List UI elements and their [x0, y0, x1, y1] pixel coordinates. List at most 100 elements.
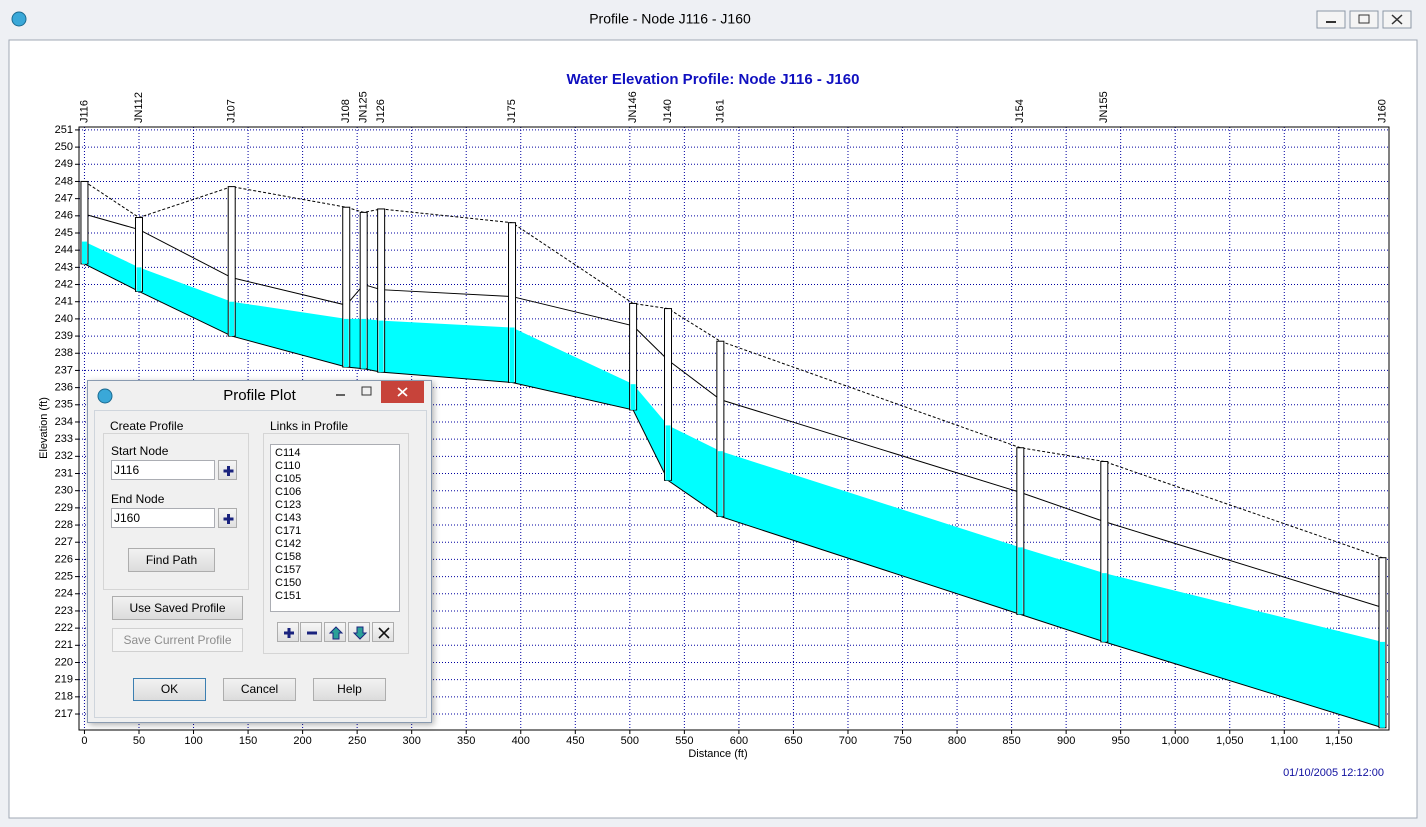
start-node-input[interactable]: J116	[111, 460, 215, 480]
x-tick-label: 450	[566, 735, 584, 747]
y-tick-label: 230	[55, 485, 73, 497]
date-stamp: 01/10/2005 12:12:00	[1283, 767, 1384, 779]
y-tick-label: 248	[55, 175, 73, 187]
node-label: J161	[714, 99, 726, 123]
y-tick-label: 217	[55, 708, 73, 720]
restore-button[interactable]	[1349, 10, 1379, 29]
x-tick-label: 250	[348, 735, 366, 747]
y-tick-label: 228	[55, 519, 73, 531]
close-icon	[1391, 14, 1403, 25]
node-label: J160	[1376, 99, 1388, 123]
x-tick-label: 150	[239, 735, 257, 747]
node-label: JN125	[358, 91, 370, 123]
start-node-add-button[interactable]	[218, 460, 237, 480]
x-tick-label: 850	[1002, 735, 1020, 747]
y-tick-label: 229	[55, 502, 73, 514]
node	[664, 308, 673, 481]
x-tick-label: 500	[621, 735, 639, 747]
x-tick-label: 0	[81, 735, 87, 747]
profile-plot-dialog: Profile Plot Create Profile Start Node J…	[87, 380, 432, 723]
y-tick-label: 245	[55, 227, 73, 239]
y-tick-label: 238	[55, 347, 73, 359]
link-item[interactable]: C123	[275, 499, 302, 511]
link-item[interactable]: C142	[275, 538, 302, 550]
end-node-input[interactable]: J160	[111, 508, 215, 528]
node-water	[378, 320, 384, 373]
x-tick-label: 750	[893, 735, 911, 747]
x-tick-label: 400	[512, 735, 530, 747]
link-item[interactable]: C158	[275, 551, 302, 563]
link-item[interactable]: C150	[275, 577, 302, 589]
x-tick-label: 950	[1111, 735, 1129, 747]
y-tick-label: 247	[55, 193, 73, 205]
cancel-button[interactable]: Cancel	[223, 678, 296, 701]
links-listbox[interactable]: C114 C110 C105 C106 C123 C143 C171 C142 C158 C157…	[270, 444, 400, 612]
link-item[interactable]: C110	[275, 460, 301, 472]
y-tick-label: 227	[55, 536, 73, 548]
y-tick-label: 222	[55, 622, 73, 634]
y-tick-label: 240	[55, 313, 73, 325]
x-tick-label: 600	[730, 735, 748, 747]
y-tick-label: 246	[55, 210, 73, 222]
node-water	[361, 318, 367, 369]
y-tick-label: 241	[55, 296, 73, 308]
x-tick-label: 1,000	[1161, 735, 1189, 747]
node-label: J116	[78, 100, 90, 123]
end-node-add-button[interactable]	[218, 508, 237, 528]
link-item[interactable]: C157	[275, 564, 302, 576]
help-button[interactable]: Help	[313, 678, 386, 701]
link-item[interactable]: C106	[275, 486, 302, 498]
maximize-icon[interactable]	[361, 386, 372, 396]
link-item[interactable]: C105	[275, 473, 302, 485]
save-current-profile-button: Save Current Profile	[112, 628, 243, 652]
y-tick-label: 218	[55, 691, 73, 703]
use-saved-profile-button[interactable]: Use Saved Profile	[112, 596, 243, 620]
x-tick-label: 1,100	[1271, 735, 1299, 747]
y-tick-label: 232	[55, 450, 73, 462]
node-label: JN112	[133, 92, 145, 123]
y-tick-label: 244	[55, 244, 73, 256]
y-tick-label: 234	[55, 416, 73, 428]
water-area	[720, 451, 1021, 615]
node-label: J126	[375, 99, 387, 123]
x-axis-label: Distance (ft)	[688, 748, 747, 760]
x-tick-label: 650	[784, 735, 802, 747]
water-area	[84, 241, 139, 292]
x-tick-label: 800	[948, 735, 966, 747]
y-tick-label: 235	[55, 399, 73, 411]
app-icon	[11, 11, 27, 27]
water-area	[231, 301, 347, 367]
x-tick-label: 350	[457, 735, 475, 747]
remove-link-button[interactable]	[300, 622, 322, 642]
node-water	[630, 384, 636, 410]
link-item[interactable]: C143	[275, 512, 302, 524]
node-label: JN155	[1098, 91, 1110, 123]
clear-links-button[interactable]	[372, 622, 394, 642]
close-icon	[397, 387, 408, 397]
water-area	[668, 425, 721, 517]
node	[134, 217, 143, 292]
link-item[interactable]: C114	[275, 447, 301, 459]
link-item[interactable]: C151	[275, 590, 302, 602]
water-area	[138, 267, 232, 337]
x-tick-label: 550	[675, 735, 693, 747]
x-tick-label: 200	[293, 735, 311, 747]
chart-title: Water Elevation Profile: Node J116 - J16…	[567, 71, 860, 88]
minimize-button[interactable]	[1316, 10, 1346, 29]
find-path-button[interactable]: Find Path	[128, 548, 215, 572]
node-water	[509, 327, 515, 383]
move-up-button[interactable]	[324, 622, 346, 642]
y-tick-label: 237	[55, 364, 73, 376]
link-item[interactable]: C171	[275, 525, 302, 537]
add-link-button[interactable]	[277, 622, 299, 642]
ok-button[interactable]: OK	[133, 678, 206, 701]
y-tick-label: 221	[55, 639, 73, 651]
node-label: J140	[662, 99, 674, 123]
dialog-title-text: Profile Plot	[223, 387, 296, 404]
dialog-icon	[97, 388, 113, 404]
move-down-button[interactable]	[348, 622, 370, 642]
y-tick-label: 224	[55, 588, 73, 600]
group-label: Create Profile	[109, 419, 185, 433]
